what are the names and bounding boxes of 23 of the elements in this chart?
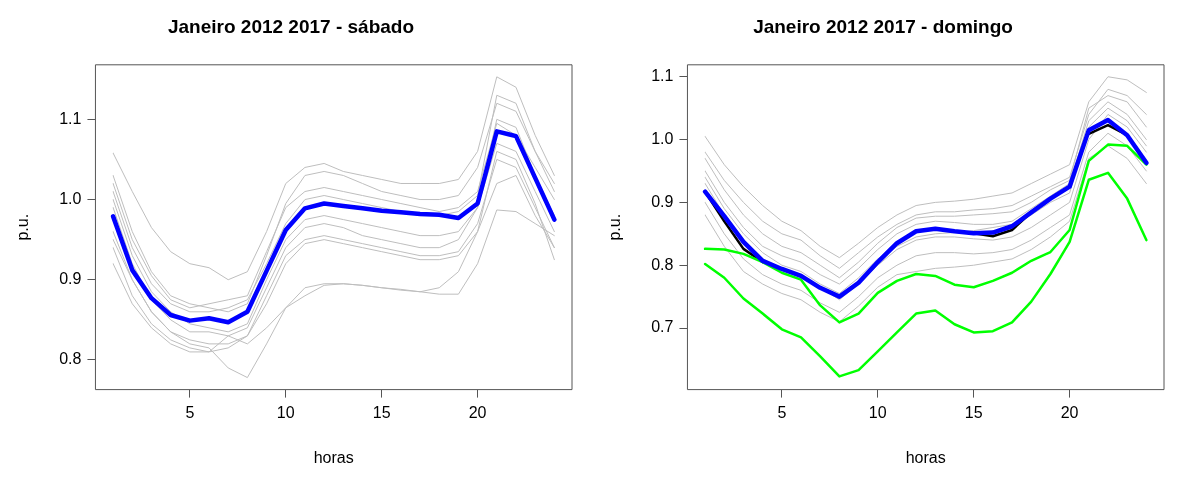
y-tick-label: 0.8 <box>59 350 82 368</box>
y-tick-label: 0.9 <box>651 192 674 210</box>
x-tick-label: 15 <box>372 403 391 421</box>
x-tick-label: 20 <box>1060 403 1079 421</box>
x-tick-label: 20 <box>468 403 487 421</box>
x-tick-label: 15 <box>964 403 983 421</box>
x-axis-title: horas <box>905 448 946 466</box>
y-tick-label: 1.1 <box>59 109 82 127</box>
y-axis-title: p.u. <box>606 213 624 241</box>
x-tick-label: 5 <box>777 403 787 421</box>
y-tick-label: 0.8 <box>651 255 674 273</box>
y-tick-label: 1.1 <box>651 67 674 85</box>
y-tick-label: 0.9 <box>59 270 82 288</box>
x-axis-title: horas <box>313 448 354 466</box>
y-tick-label: 0.7 <box>651 318 674 336</box>
y-axis-title: p.u. <box>14 213 32 241</box>
x-tick-label: 10 <box>276 403 295 421</box>
chart-title: Janeiro 2012 2017 - domingo <box>753 15 1013 37</box>
y-tick-label: 1.0 <box>59 189 82 207</box>
x-tick-label: 10 <box>868 403 887 421</box>
y-tick-label: 1.0 <box>651 129 674 147</box>
chart-title: Janeiro 2012 2017 - sábado <box>167 15 415 37</box>
x-tick-label: 5 <box>185 403 195 421</box>
